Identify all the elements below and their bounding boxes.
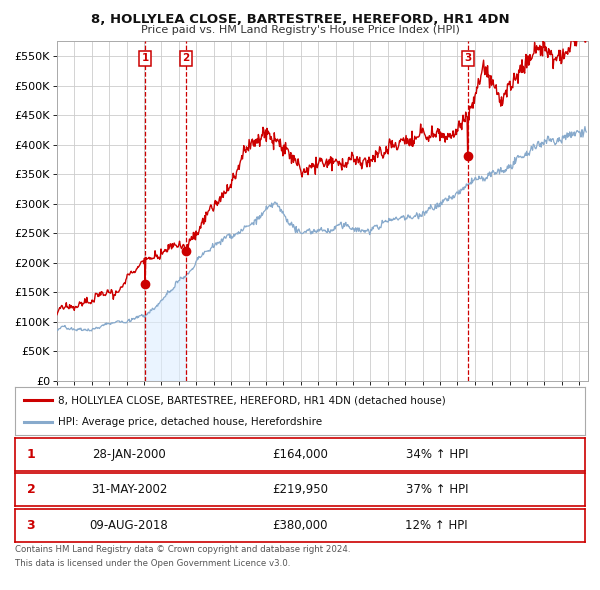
Text: 31-MAY-2002: 31-MAY-2002 [91,483,167,496]
Text: 8, HOLLYLEA CLOSE, BARTESTREE, HEREFORD, HR1 4DN: 8, HOLLYLEA CLOSE, BARTESTREE, HEREFORD,… [91,13,509,26]
Text: £380,000: £380,000 [272,519,328,532]
Text: Price paid vs. HM Land Registry's House Price Index (HPI): Price paid vs. HM Land Registry's House … [140,25,460,35]
Text: 1: 1 [142,53,149,63]
Text: 28-JAN-2000: 28-JAN-2000 [92,448,166,461]
Text: Contains HM Land Registry data © Crown copyright and database right 2024.: Contains HM Land Registry data © Crown c… [15,545,350,553]
Text: 3: 3 [464,53,472,63]
Text: 34% ↑ HPI: 34% ↑ HPI [406,448,468,461]
Text: £164,000: £164,000 [272,448,328,461]
Text: 3: 3 [26,519,35,532]
Text: 2: 2 [182,53,190,63]
Text: 8, HOLLYLEA CLOSE, BARTESTREE, HEREFORD, HR1 4DN (detached house): 8, HOLLYLEA CLOSE, BARTESTREE, HEREFORD,… [58,395,445,405]
Text: £219,950: £219,950 [272,483,328,496]
Text: 37% ↑ HPI: 37% ↑ HPI [406,483,468,496]
Text: 1: 1 [26,448,35,461]
Text: HPI: Average price, detached house, Herefordshire: HPI: Average price, detached house, Here… [58,417,322,427]
Text: 09-AUG-2018: 09-AUG-2018 [89,519,169,532]
Text: This data is licensed under the Open Government Licence v3.0.: This data is licensed under the Open Gov… [15,559,290,568]
Text: 2: 2 [26,483,35,496]
Text: 12% ↑ HPI: 12% ↑ HPI [406,519,468,532]
